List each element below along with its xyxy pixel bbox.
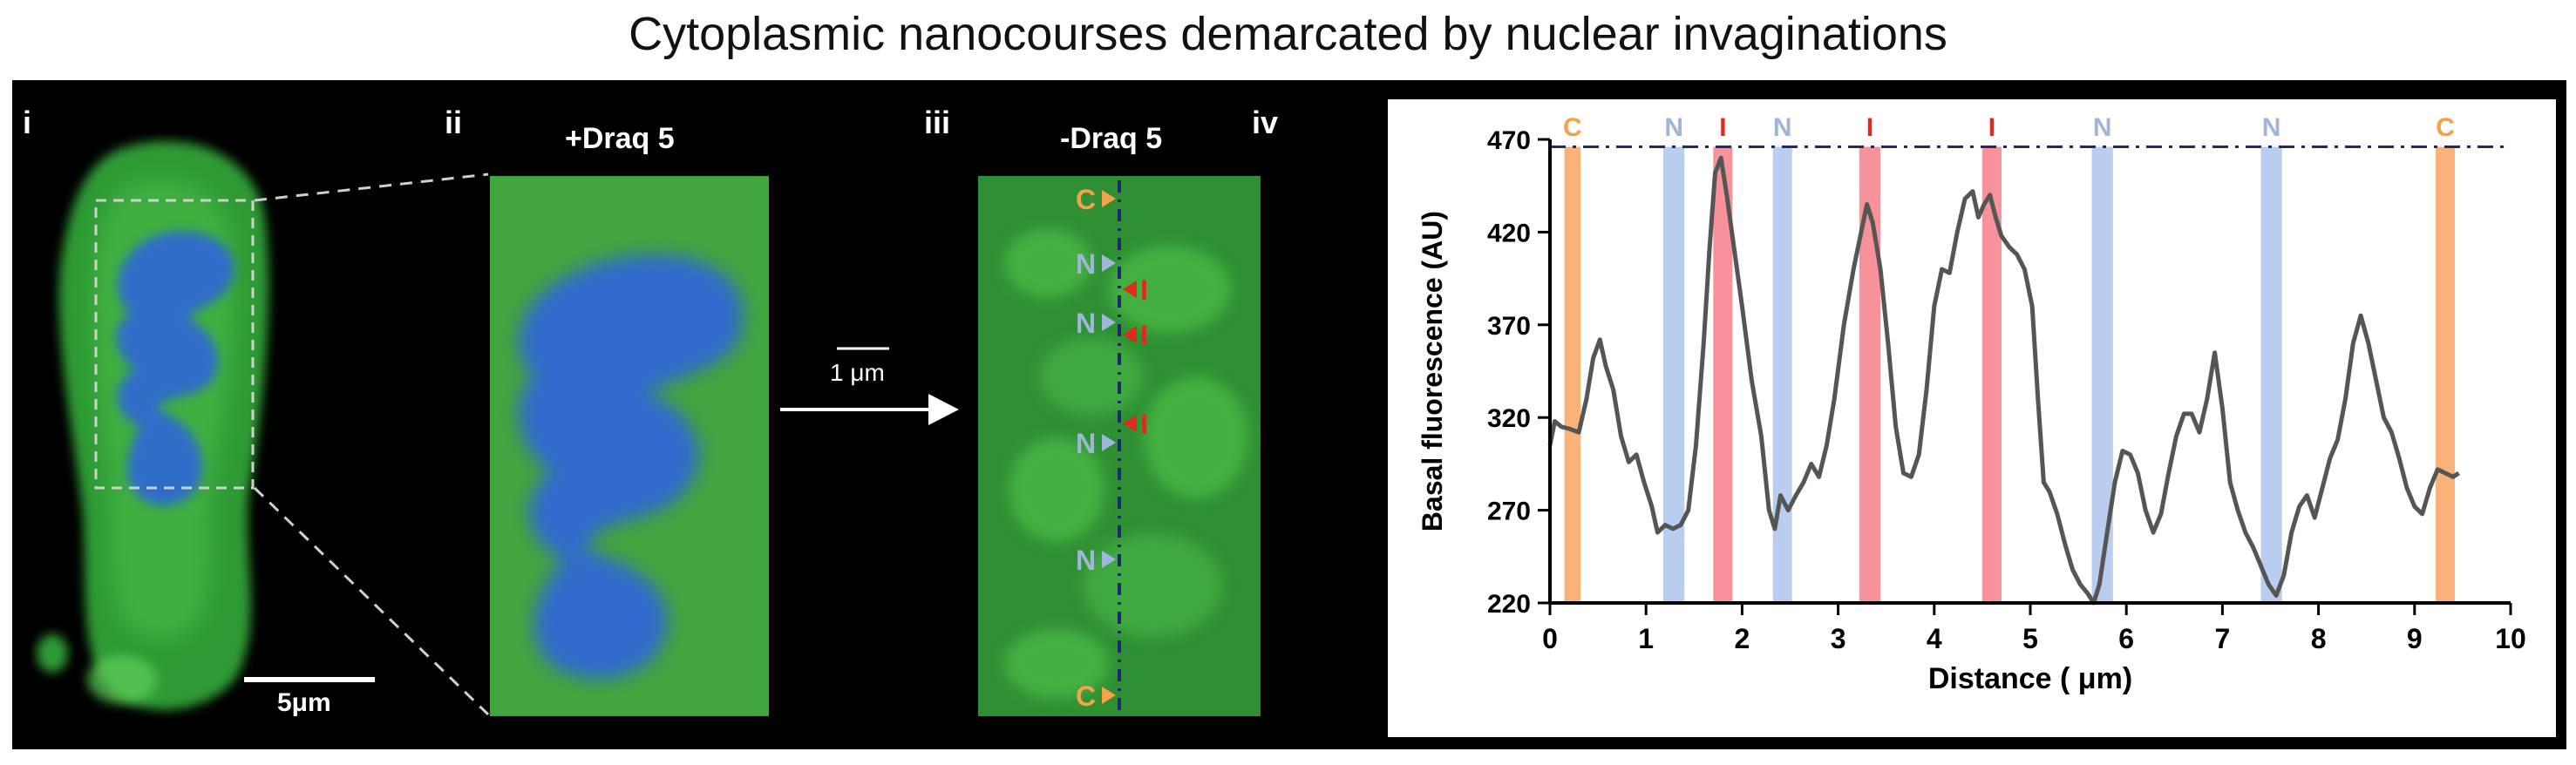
y-tick-label: 470 [1487, 126, 1531, 155]
x-tick-label: 7 [2215, 623, 2231, 654]
scan-marker-c: C [1076, 184, 1116, 215]
scan-marker-arrow [1102, 190, 1116, 207]
band-label: C [2436, 113, 2455, 142]
band-label: N [2262, 113, 2281, 142]
scan-marker-i: I [1123, 409, 1148, 440]
x-tick-label: 3 [1831, 623, 1846, 654]
y-tick-label: 270 [1487, 498, 1531, 526]
x-tick-label: 0 [1542, 623, 1558, 654]
scan-marker-letter: N [1076, 545, 1096, 576]
band-c [2436, 146, 2456, 604]
zoom-micrograph-draq5-positive [490, 176, 769, 716]
figure-title: Cytoplasmic nanocourses demarcated by nu… [629, 8, 1947, 60]
y-tick-label: 320 [1487, 404, 1531, 433]
band-n [2091, 146, 2113, 604]
band-i [1981, 146, 2002, 604]
y-tick-label: 420 [1487, 219, 1531, 247]
panel-label-iii: iii [924, 105, 951, 140]
scan-marker-arrow [1102, 687, 1116, 704]
scan-marker-arrow [1123, 415, 1137, 432]
scan-marker-arrow [1102, 551, 1116, 568]
x-tick-label: 6 [2118, 623, 2134, 654]
scan-marker-letter: I [1140, 274, 1148, 306]
scan-marker-arrow [1102, 314, 1116, 331]
panel-label-i: i [23, 105, 32, 140]
x-tick-label: 8 [2311, 623, 2327, 654]
scan-marker-letter: C [1076, 184, 1096, 215]
scan-marker-letter: I [1140, 409, 1148, 440]
series-line [1547, 155, 2460, 606]
band-n [2260, 146, 2282, 604]
arrow-and-scale [780, 347, 959, 425]
chart-panel: C N I N I I N N C 0 1 2 3 4 5 6 7 8 9 10 220 270 320 370 420 470… [1388, 99, 2556, 737]
scan-marker-arrow [1123, 281, 1137, 298]
panel-label-iv: iv [1252, 105, 1279, 140]
cell-micrograph-whole [37, 141, 375, 710]
scan-marker-letter: I [1140, 320, 1148, 351]
band-n [1772, 146, 1792, 604]
draq5-positive-label: +Draq 5 [565, 122, 675, 155]
band-i [1713, 146, 1733, 604]
band-label: N [2093, 113, 2112, 142]
scan-marker-letter: N [1076, 248, 1096, 280]
y-axis-label: Basal fluorescence (AU) [1417, 211, 1448, 531]
scan-marker-n: N [1076, 428, 1116, 459]
scan-marker-n: N [1076, 248, 1116, 280]
scan-marker-letter: C [1076, 680, 1096, 712]
scan-marker-c: C [1076, 680, 1116, 712]
x-axis-label: Distance ( μm) [1928, 662, 2132, 695]
zoom-connector-lines [253, 173, 490, 716]
scan-marker-i: I [1123, 274, 1148, 306]
band-label: I [1866, 113, 1873, 142]
scan-marker-letter: N [1076, 428, 1096, 459]
scan-marker-arrow [1123, 326, 1137, 343]
scale-label-1um: 1 μm [830, 359, 885, 386]
band-c [1564, 146, 1581, 604]
nucleus-shape [116, 231, 234, 506]
band-n [1663, 146, 1685, 604]
x-tick-label: 9 [2407, 623, 2423, 654]
y-tick-label: 220 [1487, 590, 1531, 619]
scan-marker-n: N [1076, 545, 1116, 576]
draq5-negative-label: -Draq 5 [1060, 122, 1163, 155]
scan-marker-arrow [1102, 434, 1116, 451]
band-label: N [1773, 113, 1792, 142]
x-tick-label: 10 [2495, 623, 2526, 654]
scale-label-5um: 5μm [277, 688, 331, 717]
scan-marker-n: N [1076, 308, 1116, 339]
band-label: I [1719, 113, 1726, 142]
band-label: N [1664, 113, 1683, 142]
x-tick-label: 1 [1638, 623, 1654, 654]
band-label: I [1988, 113, 1995, 142]
scan-marker-letter: N [1076, 308, 1096, 339]
band-label: C [1563, 113, 1582, 142]
x-tick-label: 5 [2022, 623, 2038, 654]
x-tick-label: 4 [1927, 623, 1942, 654]
fluorescence-line-chart: C N I N I I N N C 0 1 2 3 4 5 6 7 8 9 10 220 270 320 370 420 470… [1417, 113, 2526, 695]
y-tick-label: 370 [1487, 312, 1531, 341]
panel-label-ii: ii [445, 105, 463, 140]
scan-marker-i: I [1123, 320, 1148, 351]
zoom-region-box [94, 199, 255, 490]
scan-marker-arrow [1102, 254, 1116, 272]
x-tick-label: 2 [1735, 623, 1750, 654]
